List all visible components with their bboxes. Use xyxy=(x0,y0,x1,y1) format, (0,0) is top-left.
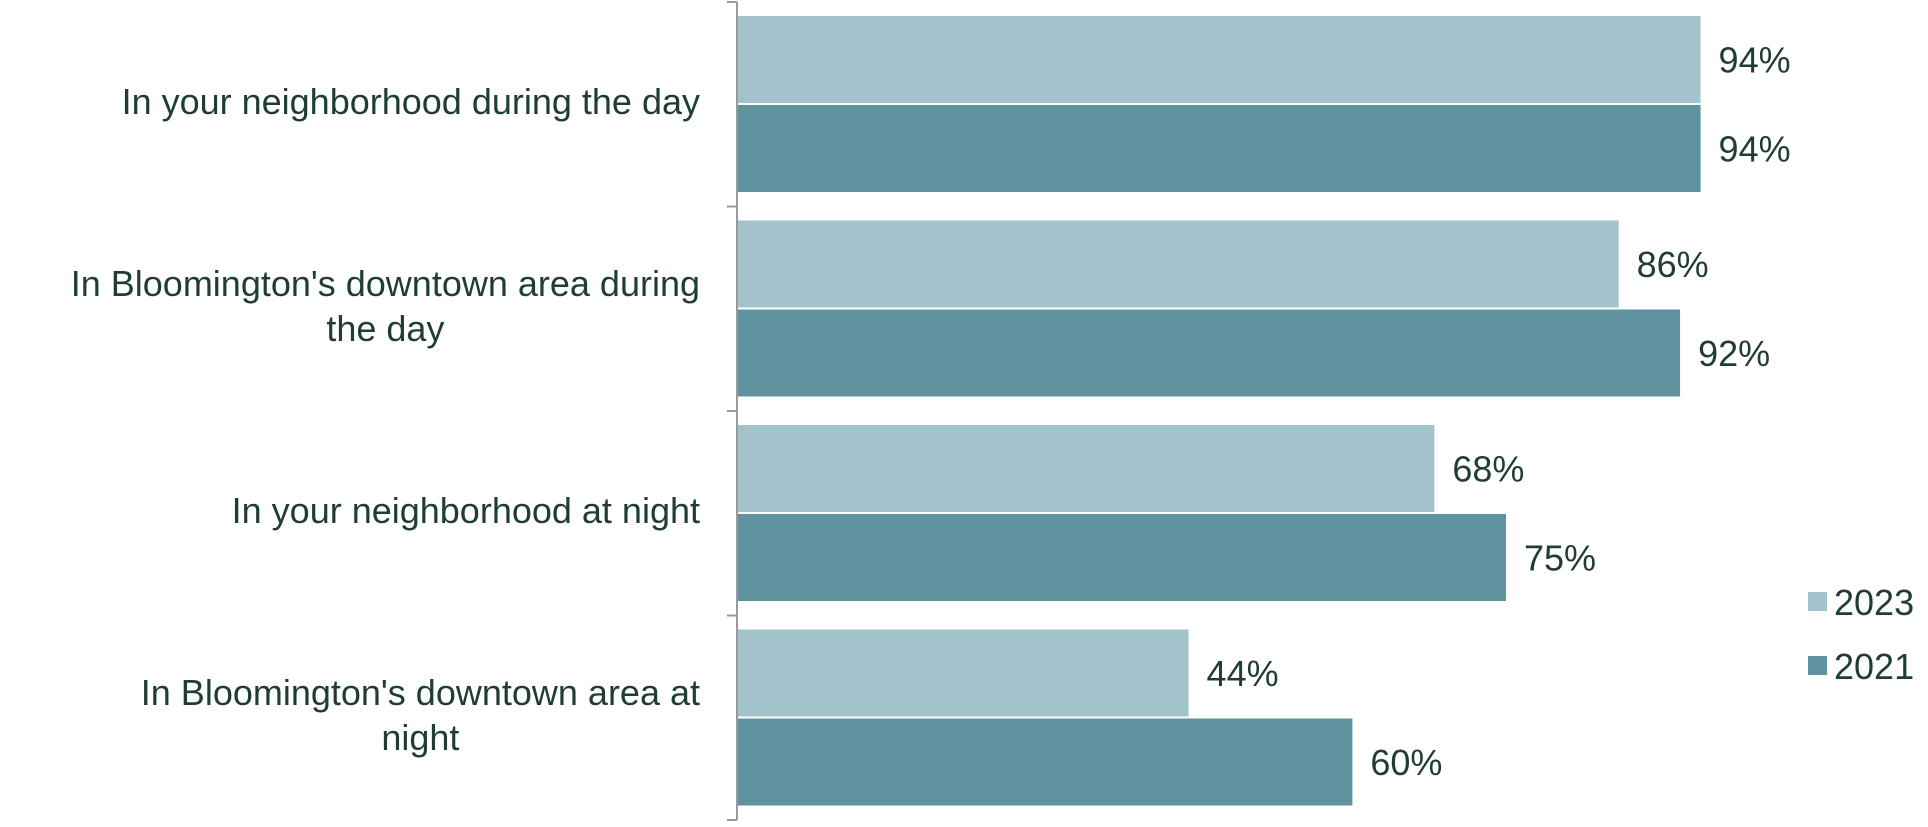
data-label-2021-2: 75% xyxy=(1524,537,1596,578)
bar-2023-2 xyxy=(738,425,1435,512)
category-label-2: In your neighborhood at night xyxy=(232,490,700,531)
data-label-2021-1: 92% xyxy=(1698,333,1770,374)
data-label-2023-0: 94% xyxy=(1719,39,1791,80)
legend-label-2021: 2021 xyxy=(1834,646,1914,687)
bar-2023-3 xyxy=(738,629,1189,717)
category-label-line: the day xyxy=(326,308,444,349)
legend-swatch-2021 xyxy=(1808,656,1827,675)
legend-swatch-2023 xyxy=(1808,592,1827,611)
bar-2021-0 xyxy=(738,105,1701,192)
category-label-line: In Bloomington's downtown area at xyxy=(141,672,700,713)
bar-2023-0 xyxy=(738,16,1701,103)
category-label-line: In Bloomington's downtown area during xyxy=(71,263,700,304)
category-label-line: In your neighborhood at night xyxy=(232,490,700,531)
bar-2021-1 xyxy=(738,309,1681,397)
category-label-line: In your neighborhood during the day xyxy=(122,81,700,122)
legend-label-2023: 2023 xyxy=(1834,582,1914,623)
data-label-2021-0: 94% xyxy=(1719,128,1791,169)
category-label-1: In Bloomington's downtown area duringthe… xyxy=(71,263,700,349)
bar-2021-3 xyxy=(738,718,1353,806)
category-label-line: night xyxy=(381,717,459,758)
data-label-2021-3: 60% xyxy=(1370,742,1442,783)
data-label-2023-3: 44% xyxy=(1207,653,1279,694)
data-label-2023-1: 86% xyxy=(1637,244,1709,285)
data-label-2023-2: 68% xyxy=(1452,448,1524,489)
bar-2021-2 xyxy=(738,514,1506,601)
category-label-0: In your neighborhood during the day xyxy=(122,81,700,122)
bar-2023-1 xyxy=(738,220,1619,308)
